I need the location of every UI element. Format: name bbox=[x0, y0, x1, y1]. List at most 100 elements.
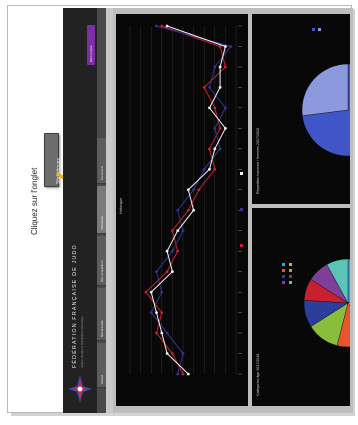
data-point[interactable] bbox=[224, 45, 227, 48]
pie-chart-age bbox=[282, 258, 350, 348]
nav-tab-label: Statistiques bbox=[100, 215, 104, 230]
legend-swatch bbox=[289, 269, 292, 272]
legend-swatch bbox=[282, 269, 285, 272]
data-point[interactable] bbox=[202, 167, 206, 171]
data-point[interactable] bbox=[165, 249, 169, 253]
data-point[interactable] bbox=[197, 188, 201, 192]
data-point[interactable] bbox=[155, 24, 158, 28]
legend-swatch bbox=[289, 263, 292, 266]
data-point[interactable] bbox=[208, 106, 211, 110]
pie-chart-age-panel: Catégories âge 2017/2018 bbox=[252, 208, 350, 406]
legend-swatch bbox=[312, 28, 315, 31]
data-point[interactable] bbox=[186, 372, 190, 376]
data-point[interactable] bbox=[218, 65, 222, 69]
data-point[interactable] bbox=[218, 126, 222, 130]
data-point[interactable] bbox=[160, 311, 164, 314]
nav-tab-documents[interactable]: Documents bbox=[97, 138, 106, 184]
data-point[interactable] bbox=[218, 147, 222, 151]
data-point[interactable] bbox=[202, 86, 206, 89]
data-point[interactable] bbox=[165, 270, 169, 274]
series-line bbox=[145, 25, 226, 375]
legend-swatch bbox=[240, 172, 243, 175]
data-point[interactable] bbox=[192, 208, 195, 212]
pie-slice[interactable] bbox=[347, 258, 350, 304]
data-point[interactable] bbox=[165, 24, 169, 28]
data-point[interactable] bbox=[208, 86, 211, 89]
data-point[interactable] bbox=[181, 229, 185, 233]
data-point[interactable] bbox=[213, 147, 217, 151]
data-point[interactable] bbox=[218, 86, 222, 89]
data-point[interactable] bbox=[171, 352, 174, 355]
data-point[interactable] bbox=[224, 126, 227, 130]
data-point[interactable] bbox=[165, 331, 169, 335]
data-point[interactable] bbox=[155, 331, 158, 335]
data-point[interactable] bbox=[144, 290, 148, 294]
data-point[interactable] bbox=[224, 106, 227, 110]
data-point[interactable] bbox=[155, 311, 158, 314]
data-point[interactable] bbox=[186, 208, 190, 212]
data-point[interactable] bbox=[160, 331, 164, 335]
account-button-label: Mon compte bbox=[89, 45, 93, 62]
data-point[interactable] bbox=[160, 24, 164, 28]
data-point[interactable] bbox=[149, 311, 153, 314]
legend-swatch bbox=[240, 208, 243, 211]
data-point[interactable] bbox=[213, 126, 217, 130]
data-point[interactable] bbox=[224, 65, 227, 69]
data-point[interactable] bbox=[181, 352, 185, 355]
pie-slice[interactable] bbox=[326, 258, 349, 304]
dashboard-screenshot: FÉDÉRATION FRANÇAISE DE JUDO Jujitsu, Ke… bbox=[63, 8, 353, 413]
data-point[interactable] bbox=[208, 167, 211, 171]
frame-shadow-bottom bbox=[11, 413, 355, 416]
main-nav: Accueil Mes licenciés Mes compétitions S… bbox=[97, 8, 106, 413]
data-point[interactable] bbox=[171, 270, 174, 274]
legend-swatch bbox=[282, 263, 285, 266]
org-subtitle: Jujitsu, Kendo et Disciplines Associées bbox=[80, 316, 84, 368]
legend-swatch bbox=[318, 28, 321, 31]
data-point[interactable] bbox=[213, 106, 217, 110]
data-point[interactable] bbox=[176, 249, 180, 253]
data-point[interactable] bbox=[192, 188, 195, 192]
nav-tab-competitions[interactable]: Mes compétitions bbox=[97, 236, 106, 286]
nav-tab-accueil[interactable]: Accueil bbox=[97, 343, 106, 388]
data-point[interactable] bbox=[186, 188, 190, 192]
data-point[interactable] bbox=[176, 208, 180, 212]
data-point[interactable] bbox=[218, 45, 222, 48]
series-line bbox=[150, 25, 226, 375]
content-toolbar bbox=[106, 8, 113, 413]
data-point[interactable] bbox=[149, 290, 153, 294]
data-point[interactable] bbox=[181, 372, 185, 376]
data-point[interactable] bbox=[171, 249, 174, 253]
legend-swatch bbox=[282, 275, 285, 278]
legend-swatch bbox=[240, 244, 243, 247]
data-point[interactable] bbox=[155, 270, 158, 274]
pie-chart-gender bbox=[301, 28, 350, 157]
pie-slice[interactable] bbox=[302, 63, 350, 157]
legend-swatch bbox=[282, 281, 285, 284]
line-chart-panel: Historique bbox=[116, 14, 248, 406]
account-button[interactable]: Mon compte bbox=[87, 25, 95, 65]
nav-tab-label: Mes licenciés bbox=[100, 320, 104, 337]
data-point[interactable] bbox=[213, 65, 217, 69]
instruction-text: Cliquez sur l'onglet bbox=[30, 167, 39, 235]
series-line bbox=[150, 25, 232, 375]
data-point[interactable] bbox=[176, 229, 180, 233]
frame-shadow-right bbox=[352, 9, 355, 415]
legend-swatch bbox=[289, 281, 292, 284]
nav-tab-statistiques[interactable]: Statistiques bbox=[97, 186, 106, 234]
statistiques-tab-callout[interactable]: Statistiques bbox=[44, 133, 62, 187]
data-point[interactable] bbox=[229, 45, 233, 48]
data-point[interactable] bbox=[165, 352, 169, 355]
data-point[interactable] bbox=[176, 372, 180, 376]
pie-chart-gender-panel: Répartition hommes / femmes 2017/2018 bbox=[252, 14, 350, 204]
dashboard-content: Historique Répartition hommes / femmes 2… bbox=[106, 8, 353, 413]
nav-tab-label: Documents bbox=[100, 165, 104, 180]
dashboard-header: FÉDÉRATION FRANÇAISE DE JUDO Jujitsu, Ke… bbox=[63, 8, 97, 413]
data-point[interactable] bbox=[208, 147, 211, 151]
nav-tab-licencies[interactable]: Mes licenciés bbox=[97, 288, 106, 341]
legend-swatch bbox=[289, 275, 292, 278]
data-point[interactable] bbox=[160, 290, 164, 294]
pie-slice[interactable] bbox=[301, 63, 349, 116]
data-point[interactable] bbox=[213, 167, 217, 171]
nav-tab-label: Accueil bbox=[100, 374, 104, 384]
data-point[interactable] bbox=[171, 229, 174, 233]
